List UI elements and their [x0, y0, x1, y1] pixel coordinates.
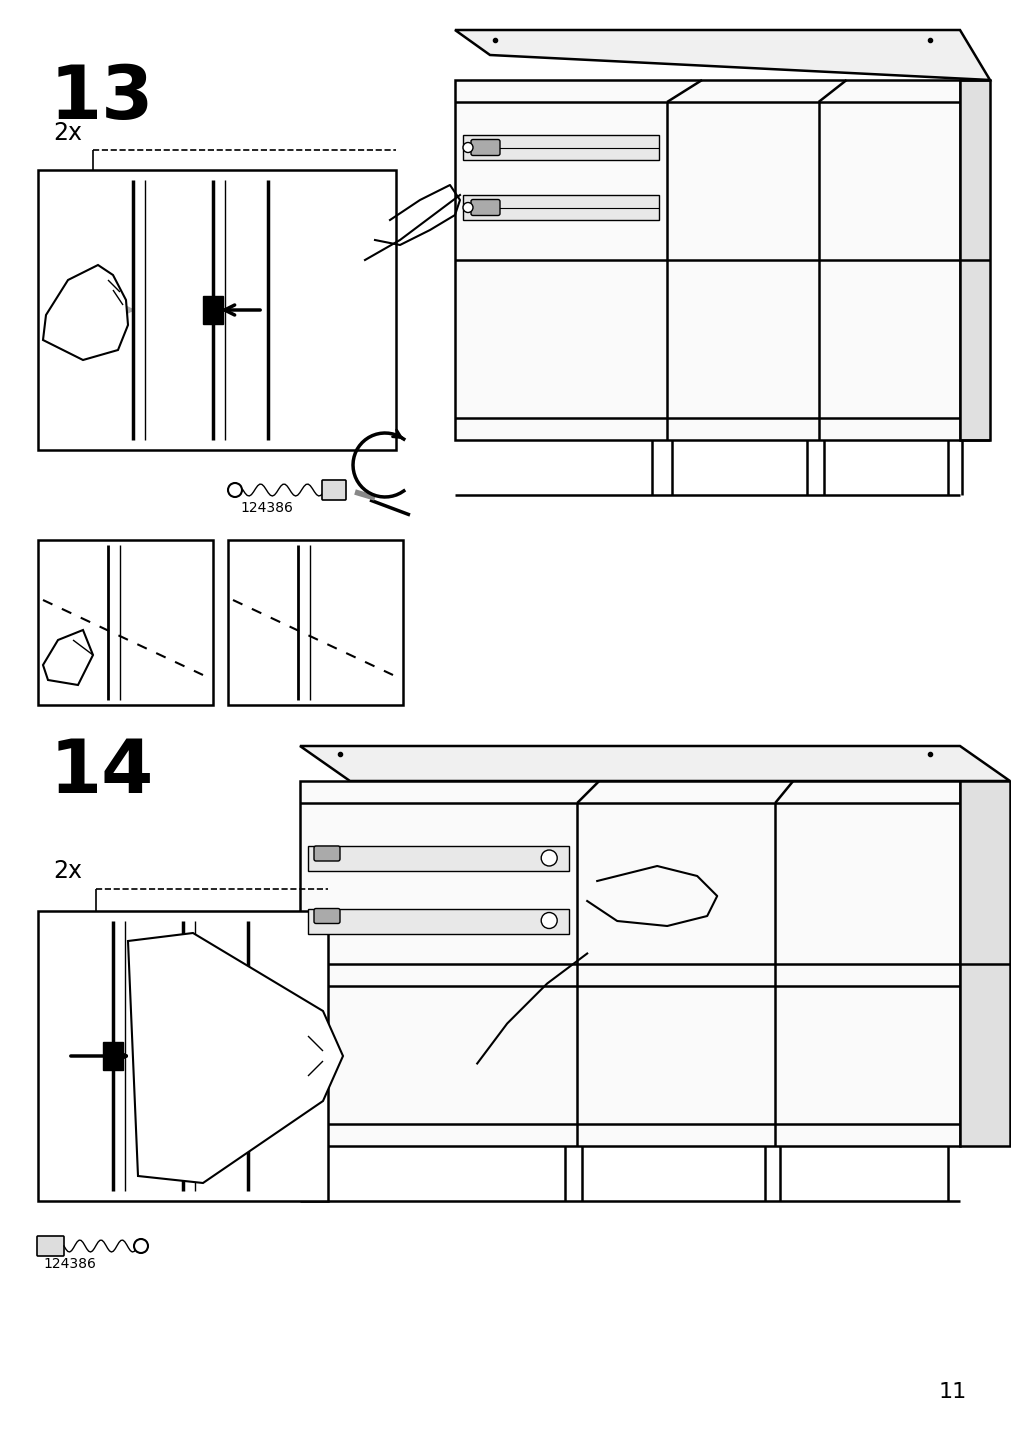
- Circle shape: [227, 483, 242, 497]
- Bar: [455, 80, 959, 440]
- Text: 11: 11: [938, 1382, 967, 1402]
- Circle shape: [541, 851, 557, 866]
- FancyBboxPatch shape: [37, 1236, 64, 1256]
- FancyBboxPatch shape: [313, 908, 340, 924]
- FancyBboxPatch shape: [313, 846, 340, 861]
- Circle shape: [463, 202, 472, 212]
- Text: 124386: 124386: [240, 501, 292, 516]
- Polygon shape: [42, 630, 93, 684]
- FancyBboxPatch shape: [470, 199, 499, 215]
- Bar: [307, 846, 568, 871]
- Polygon shape: [299, 746, 1009, 780]
- Polygon shape: [42, 265, 127, 359]
- Text: 2x: 2x: [53, 859, 82, 884]
- Bar: [38, 540, 212, 705]
- Polygon shape: [959, 80, 989, 440]
- Bar: [299, 780, 959, 1146]
- Bar: [307, 908, 568, 934]
- Circle shape: [133, 1239, 148, 1253]
- Bar: [38, 911, 328, 1201]
- Bar: [38, 170, 395, 450]
- Polygon shape: [959, 780, 1009, 1146]
- Bar: [203, 296, 222, 324]
- FancyBboxPatch shape: [321, 480, 346, 500]
- Bar: [103, 1042, 123, 1070]
- Text: 124386: 124386: [42, 1257, 96, 1272]
- Circle shape: [463, 143, 472, 152]
- Bar: [463, 135, 658, 160]
- Polygon shape: [127, 934, 343, 1183]
- Polygon shape: [455, 30, 989, 80]
- FancyBboxPatch shape: [470, 139, 499, 156]
- Text: 14: 14: [50, 736, 155, 809]
- Bar: [227, 540, 402, 705]
- Text: 2x: 2x: [53, 120, 82, 145]
- Circle shape: [541, 912, 557, 928]
- Text: 13: 13: [50, 62, 155, 135]
- Bar: [463, 195, 658, 221]
